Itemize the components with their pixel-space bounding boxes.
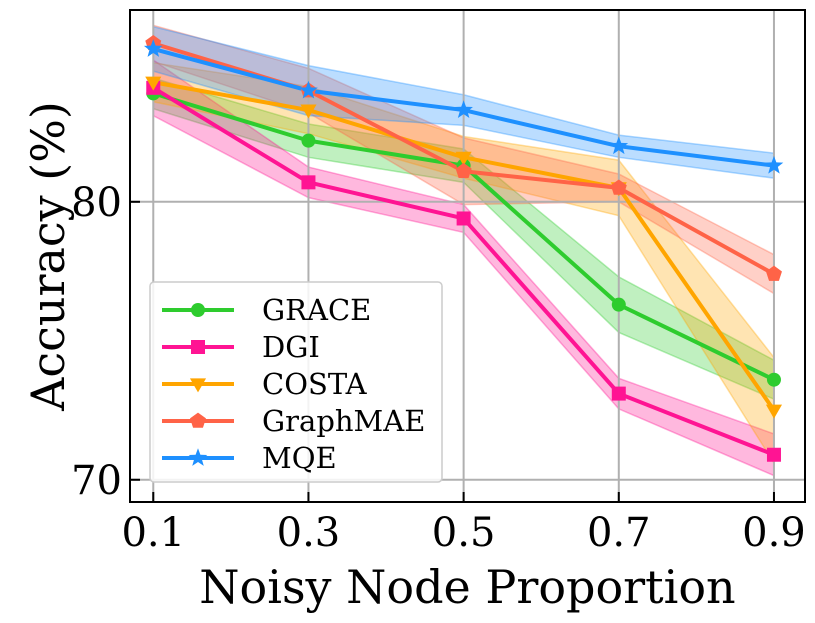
point-dgi bbox=[611, 386, 626, 401]
legend-label-graphmae: GraphMAE bbox=[262, 404, 425, 438]
point-grace bbox=[611, 297, 626, 312]
point-grace bbox=[766, 372, 781, 387]
point-dgi bbox=[301, 175, 316, 190]
x-tick-label: 0.3 bbox=[277, 510, 341, 556]
plot-frame bbox=[129, 9, 806, 503]
legend-marker-grace bbox=[191, 303, 205, 317]
point-mqe bbox=[143, 39, 163, 57]
axis-ticks bbox=[130, 200, 775, 502]
point-mqe bbox=[454, 100, 473, 118]
point-mqe bbox=[299, 80, 318, 99]
legend-label-mqe: MQE bbox=[262, 441, 337, 475]
legend-label-dgi: DGI bbox=[262, 330, 320, 364]
legend-item-costa: COSTA bbox=[162, 367, 368, 401]
y-axis-title: Accuracy (%) bbox=[21, 101, 75, 412]
legend-marker-graphmae bbox=[190, 412, 206, 428]
x-axis-title: Noisy Node Proportion bbox=[199, 560, 735, 614]
point-dgi bbox=[766, 447, 781, 462]
point-costa bbox=[145, 76, 162, 91]
legend-item-graphmae: GraphMAE bbox=[162, 404, 425, 438]
legend-label-costa: COSTA bbox=[262, 367, 368, 401]
point-dgi bbox=[456, 211, 471, 226]
series-markers bbox=[143, 34, 784, 462]
point-costa bbox=[300, 104, 317, 119]
x-tick-label: 0.1 bbox=[121, 510, 185, 556]
point-graphmae bbox=[610, 179, 627, 195]
legend-box bbox=[149, 281, 443, 483]
legend-item-mqe: MQE bbox=[162, 441, 337, 475]
x-tick-label: 0.7 bbox=[587, 510, 651, 556]
point-costa bbox=[765, 404, 783, 419]
legend-marker-mqe bbox=[188, 448, 208, 466]
legend-item-grace: GRACE bbox=[162, 293, 371, 327]
legend-item-dgi: DGI bbox=[162, 330, 320, 364]
point-mqe bbox=[764, 155, 784, 174]
legend-label-grace: GRACE bbox=[262, 293, 371, 327]
tick-labels: 0.1 0.3 0.5 0.7 0.9 70 80 bbox=[71, 180, 806, 556]
point-graphmae bbox=[765, 265, 782, 281]
x-tick-label: 0.9 bbox=[742, 510, 806, 556]
x-tick-label: 0.5 bbox=[432, 510, 496, 556]
y-tick-label: 80 bbox=[71, 180, 122, 226]
legend-marker-dgi bbox=[191, 340, 205, 354]
point-mqe bbox=[609, 136, 629, 155]
point-graphmae bbox=[455, 162, 472, 179]
point-grace bbox=[301, 133, 316, 148]
point-costa bbox=[455, 151, 472, 166]
y-tick-label: 70 bbox=[71, 458, 122, 504]
legend-marker-costa bbox=[189, 378, 207, 393]
